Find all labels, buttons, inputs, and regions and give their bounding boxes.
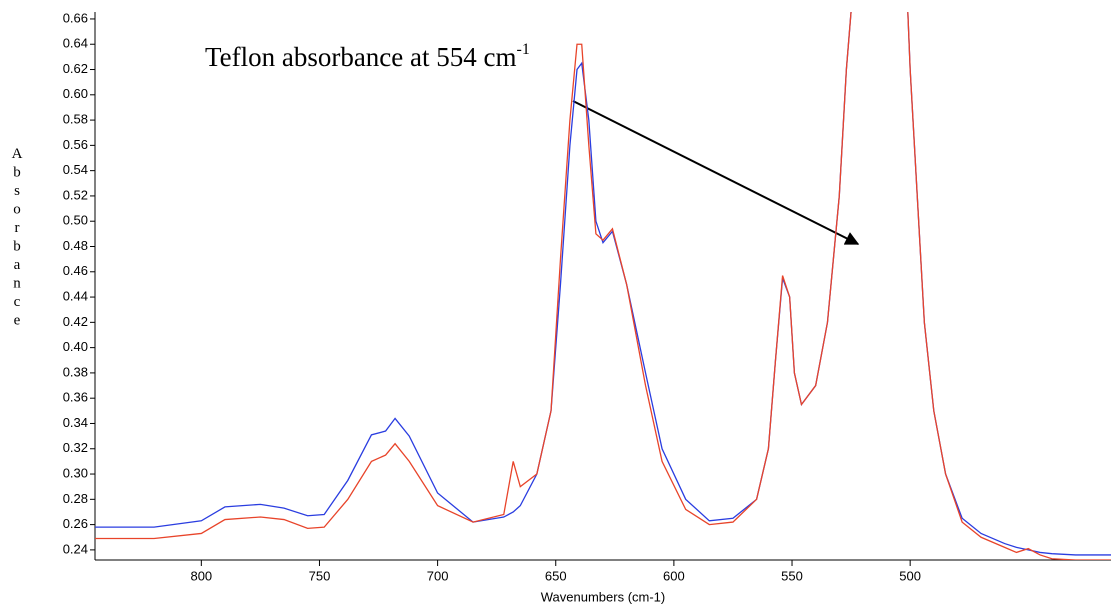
y-tick-label: 0.66 xyxy=(63,10,88,25)
annotation-text: Teflon absorbance at 554 cm xyxy=(205,42,517,72)
annotation-superscript: -1 xyxy=(517,41,530,58)
y-tick-label: 0.60 xyxy=(63,86,88,101)
y-tick-label: 0.62 xyxy=(63,61,88,76)
y-axis-label-letter: e xyxy=(14,313,21,329)
series-line xyxy=(95,12,1111,560)
x-tick-label: 650 xyxy=(545,568,567,583)
y-axis-label-letter: b xyxy=(13,239,21,255)
y-tick-label: 0.38 xyxy=(63,364,88,379)
y-tick-label: 0.46 xyxy=(63,263,88,278)
y-tick-label: 0.34 xyxy=(63,415,88,430)
y-tick-label: 0.42 xyxy=(63,314,88,329)
y-tick-label: 0.48 xyxy=(63,238,88,253)
x-tick-label: 800 xyxy=(190,568,212,583)
y-axis-label-letter: o xyxy=(13,202,21,218)
x-tick-label: 600 xyxy=(663,568,685,583)
y-tick-label: 0.28 xyxy=(63,491,88,506)
y-axis-label-letter: c xyxy=(14,294,21,310)
y-tick-label: 0.24 xyxy=(63,541,88,556)
y-tick-label: 0.54 xyxy=(63,162,88,177)
x-tick-label: 550 xyxy=(781,568,803,583)
x-tick-label: 500 xyxy=(899,568,921,583)
y-axis-label-letter: n xyxy=(13,276,21,292)
series-line xyxy=(95,12,1111,556)
annotation-arrow xyxy=(572,100,860,245)
y-tick-label: 0.30 xyxy=(63,465,88,480)
y-axis-label-letter: A xyxy=(12,146,23,162)
x-axis-label: Wavenumbers (cm-1) xyxy=(541,589,665,604)
y-axis-label-letter: s xyxy=(14,183,20,199)
y-tick-label: 0.26 xyxy=(63,516,88,531)
annotation: Teflon absorbance at 554 cm-1 xyxy=(205,41,530,73)
x-tick-label: 750 xyxy=(309,568,331,583)
y-tick-label: 0.32 xyxy=(63,440,88,455)
y-tick-label: 0.44 xyxy=(63,288,88,303)
x-tick-label: 700 xyxy=(427,568,449,583)
y-axis-label-letter: a xyxy=(14,257,21,273)
y-tick-label: 0.52 xyxy=(63,187,88,202)
y-tick-label: 0.40 xyxy=(63,339,88,354)
y-tick-label: 0.64 xyxy=(63,36,88,51)
y-tick-label: 0.36 xyxy=(63,390,88,405)
y-axis-label-letter: r xyxy=(15,220,20,236)
y-tick-label: 0.56 xyxy=(63,137,88,152)
y-axis-label-letter: b xyxy=(13,165,21,181)
y-tick-label: 0.58 xyxy=(63,112,88,127)
plot-area xyxy=(95,12,1111,560)
y-tick-label: 0.50 xyxy=(63,213,88,228)
